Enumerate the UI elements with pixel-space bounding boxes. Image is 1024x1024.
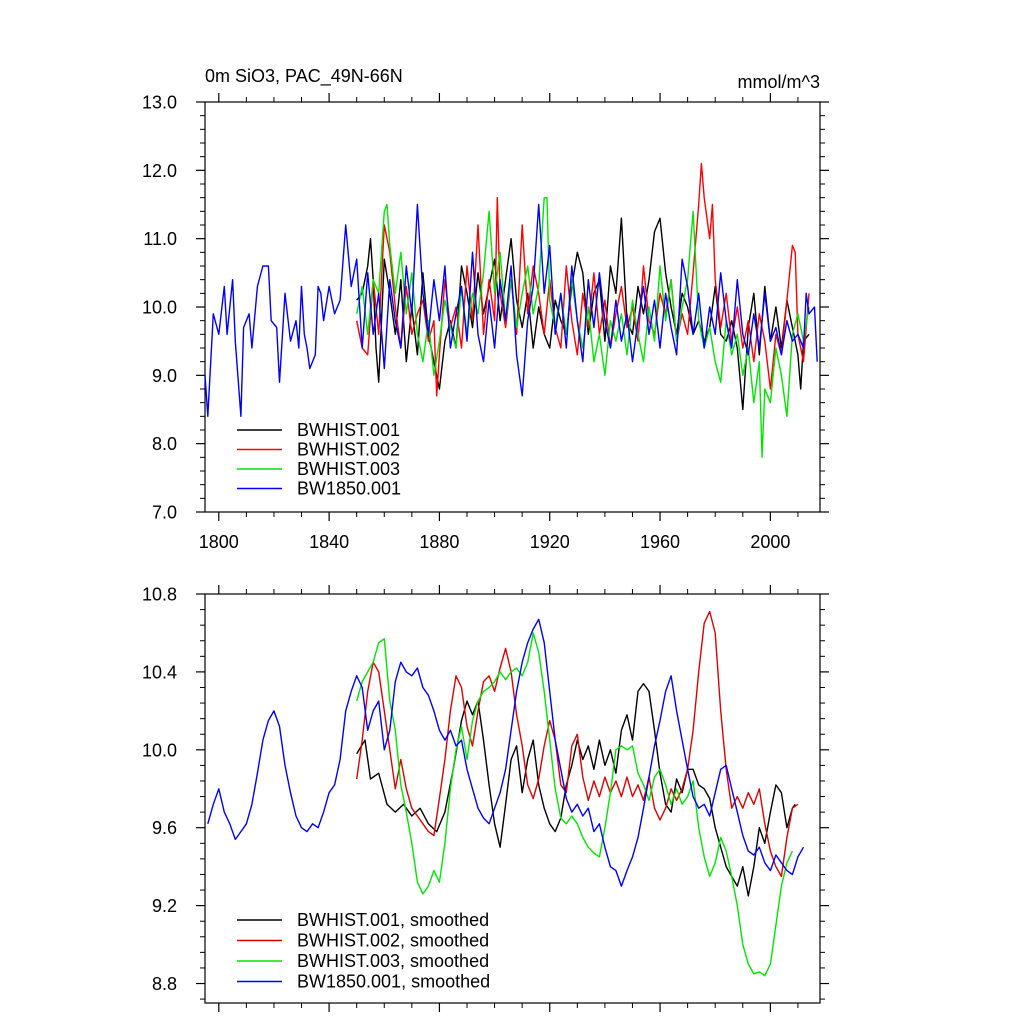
top-series-line: [356, 197, 810, 458]
bottom-legend-label: BWHIST.002, smoothed: [297, 931, 489, 951]
top-chart-title: 0m SiO3, PAC_49N-66N: [205, 66, 403, 87]
top-x-tick-label: 1880: [419, 532, 459, 552]
bottom-y-tick-label: 9.6: [152, 818, 177, 838]
top-y-tick-label: 7.0: [152, 503, 177, 523]
top-legend-label: BW1850.001: [297, 479, 401, 499]
bottom-series-line: [207, 618, 805, 887]
bottom-y-tick-label: 9.2: [152, 896, 177, 916]
top-x-tick-label: 1800: [199, 532, 239, 552]
bottom-y-tick-label: 8.8: [152, 974, 177, 994]
bottom-y-tick-label: 10.8: [142, 585, 177, 605]
bottom-axis-ticks: 8.8 9.2 9.6 10.0 10.4 10.8: [142, 585, 829, 1012]
top-y-tick-label: 8.0: [152, 434, 177, 454]
top-chart-panel: 0m SiO3, PAC_49N-66N mmol/m^3 1800 1840 18…: [142, 66, 829, 552]
top-series-line: [204, 203, 818, 417]
top-y-tick-label: 11.0: [143, 229, 177, 249]
bottom-series-lines: [207, 610, 805, 977]
bottom-legend-label: BW1850.001, smoothed: [297, 972, 490, 992]
top-y-tick-label: 10.0: [142, 298, 177, 318]
bottom-plot-frame: [204, 593, 821, 1004]
top-axis-ticks: 1800 1840 1880 1920 1960 2000 7.0 8.0 9.0 10.0 11.…: [142, 93, 829, 552]
top-legend-label: BWHIST.002: [297, 440, 400, 460]
bottom-legend-label: BWHIST.003, smoothed: [297, 951, 489, 971]
top-x-tick-label: 1920: [530, 532, 570, 552]
bottom-y-tick-label: 10.4: [142, 662, 177, 682]
bottom-chart-panel: 8.8 9.2 9.6 10.0 10.4 10.8 BWHIST.001, smooth…: [142, 585, 829, 1012]
top-x-tick-label: 1960: [640, 532, 680, 552]
bottom-series-line: [356, 632, 794, 977]
bottom-legend-label: BWHIST.001, smoothed: [297, 910, 489, 930]
top-x-tick-label: 1840: [309, 532, 349, 552]
bottom-series-line: [356, 610, 799, 878]
top-legend-label: BWHIST.003: [297, 459, 400, 479]
top-series-lines: [204, 162, 818, 458]
top-y-tick-label: 12.0: [142, 161, 177, 181]
top-chart-units: mmol/m^3: [738, 72, 820, 92]
top-y-tick-label: 9.0: [152, 366, 177, 386]
top-legend-label: BWHIST.001: [297, 420, 400, 440]
top-y-tick-label: 13.0: [142, 93, 177, 113]
top-x-tick-label: 2000: [750, 532, 790, 552]
bottom-y-tick-label: 10.0: [142, 740, 177, 760]
